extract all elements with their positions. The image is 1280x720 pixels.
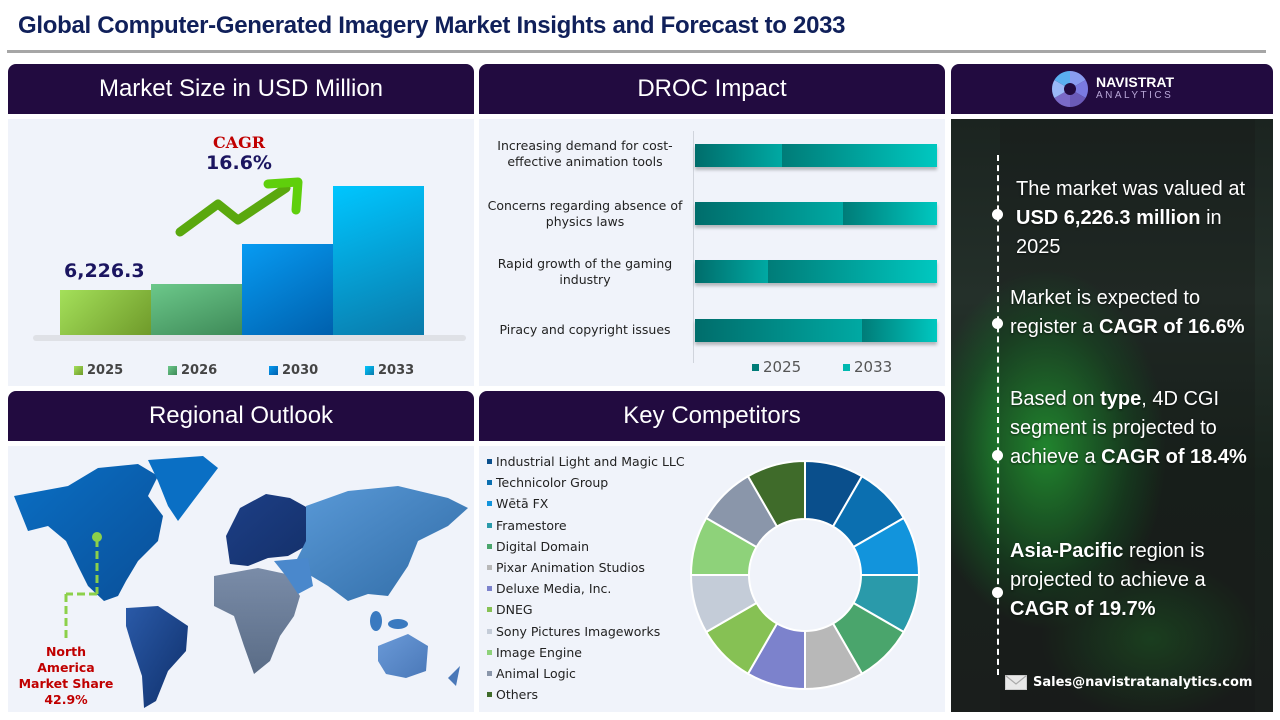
timeline-dot-2: [992, 318, 1003, 329]
competitor-legend-item: Technicolor Group: [487, 475, 608, 490]
competitor-name: Wētā FX: [496, 496, 549, 512]
droc-bar-1: [695, 144, 937, 167]
donut-slice: [746, 459, 806, 528]
fact-market-value: The market was valued at USD 6,226.3 mil…: [1016, 178, 1245, 258]
competitor-legend-item: Framestore: [487, 518, 567, 533]
brand-name: NAVISTRAT ANALYTICS: [1095, 74, 1175, 101]
chart-baseline: [33, 335, 466, 341]
competitor-name: Animal Logic: [496, 666, 576, 681]
mail-icon: [1005, 675, 1027, 690]
competitor-name: Digital Domain: [496, 538, 590, 554]
cagr-value: 16.6%: [206, 152, 272, 174]
fact-cagr: Market is expected to register a CAGR of…: [1010, 287, 1245, 338]
legend-swatch-icon: [487, 607, 492, 613]
competitor-name: Industrial Light and Magic LLC: [496, 454, 685, 469]
legend-2025: 2025: [74, 363, 123, 378]
competitor-legend-item: Sony Pictures Imageworks: [487, 624, 660, 639]
legend-swatch-icon: [487, 522, 492, 528]
droc-bar-2: [695, 202, 937, 225]
competitor-legend-item: Image Engine: [487, 645, 582, 660]
competitor-legend-item: Pixar Animation Studios: [487, 560, 645, 575]
competitor-legend-item: DNEG: [487, 602, 533, 617]
competitor-name: Sony Pictures Imageworks: [496, 623, 661, 639]
competitor-name: Technicolor Group: [496, 475, 609, 491]
world-map: [14, 456, 468, 708]
droc-label-1: Increasing demand for cost-effective ani…: [497, 138, 673, 169]
competitor-name: Deluxe Media, Inc.: [496, 581, 612, 597]
brand-header: NAVISTRAT ANALYTICS: [951, 64, 1273, 114]
legend-swatch-icon: [487, 459, 492, 464]
droc-legend-2033: 2033: [843, 358, 892, 376]
competitors-header: Key Competitors: [479, 391, 945, 441]
droc-legend-2025: 2025: [752, 358, 801, 376]
competitor-name: Others: [496, 687, 539, 703]
navistrat-logo-icon: [1051, 71, 1088, 108]
legend-swatch-icon: [487, 628, 492, 634]
regional-panel: North America Market Share 42.9%: [8, 446, 474, 712]
competitor-name: Framestore: [496, 517, 567, 533]
regional-header: Regional Outlook: [8, 391, 474, 441]
droc-header: DROC Impact: [479, 64, 945, 114]
growth-arrow-icon: [175, 177, 303, 237]
legend-swatch-icon: [487, 480, 492, 486]
bar-2033: [333, 186, 424, 335]
market-size-header: Market Size in USD Million: [8, 64, 474, 114]
fact-type-segment: Based on type, 4D CGI segment is project…: [1010, 388, 1247, 468]
droc-label-2: Concerns regarding absence of physics la…: [487, 198, 683, 229]
competitor-legend-item: Digital Domain: [487, 539, 589, 554]
competitor-legend-item: Industrial Light and Magic LLC: [487, 454, 685, 469]
competitor-name: Pixar Animation Studios: [496, 560, 645, 575]
fact-asia-pacific: Asia-Pacific region is projected to achi…: [1010, 540, 1206, 620]
text-overlay: [1000, 119, 1255, 712]
legend-swatch-icon: [487, 543, 492, 549]
bar-2030: [242, 244, 333, 335]
legend-swatch-icon: [487, 671, 492, 676]
market-size-panel: CAGR 16.6% 6,226.3 2025 2026 2030 2033: [8, 119, 474, 386]
timeline-dot-4: [992, 587, 1003, 598]
north-america-callout: North America Market Share 42.9%: [18, 644, 114, 707]
competitor-donut-chart: [689, 459, 921, 691]
legend-2030: 2030: [269, 363, 318, 378]
competitor-legend-item: Deluxe Media, Inc.: [487, 581, 611, 596]
legend-2026: 2026: [168, 363, 217, 378]
north-america-marker-icon: [92, 532, 102, 542]
legend-swatch-icon: [487, 501, 492, 507]
legend-swatch-icon: [487, 565, 492, 570]
studio-background-image: [951, 119, 1273, 712]
competitor-legend-item: Wētā FX: [487, 496, 548, 511]
title-divider: [7, 50, 1266, 53]
value-2025-label: 6,226.3: [64, 260, 145, 282]
competitor-legend-item: Others: [487, 687, 538, 702]
timeline-dot-1: [992, 209, 1003, 220]
cagr-label: CAGR: [212, 133, 266, 152]
competitor-name: DNEG: [496, 602, 533, 618]
competitor-legend-item: Animal Logic: [487, 666, 576, 681]
legend-swatch-icon: [487, 649, 492, 655]
timeline-dot-3: [992, 450, 1003, 461]
competitors-panel: Industrial Light and Magic LLC Technicolo…: [479, 446, 945, 712]
legend-2033: 2033: [365, 363, 414, 378]
market-bar-chart: [60, 119, 424, 335]
droc-label-4: Piracy and copyright issues: [499, 322, 671, 337]
droc-axis: [693, 131, 694, 363]
contact-email[interactable]: Sales@navistratanalytics.com: [1005, 675, 1252, 690]
timeline-line: [997, 155, 999, 675]
droc-bar-4: [695, 319, 937, 342]
bar-2026: [151, 284, 242, 335]
legend-swatch-icon: [487, 692, 492, 698]
legend-swatch-icon: [487, 586, 492, 592]
competitor-name: Image Engine: [496, 644, 582, 660]
page-title: Global Computer-Generated Imagery Market…: [18, 12, 846, 39]
droc-panel: Increasing demand for cost-effective ani…: [479, 119, 945, 386]
droc-bar-3: [695, 260, 937, 283]
bar-2025: [60, 290, 151, 335]
droc-label-3: Rapid growth of the gaming industry: [497, 256, 673, 287]
